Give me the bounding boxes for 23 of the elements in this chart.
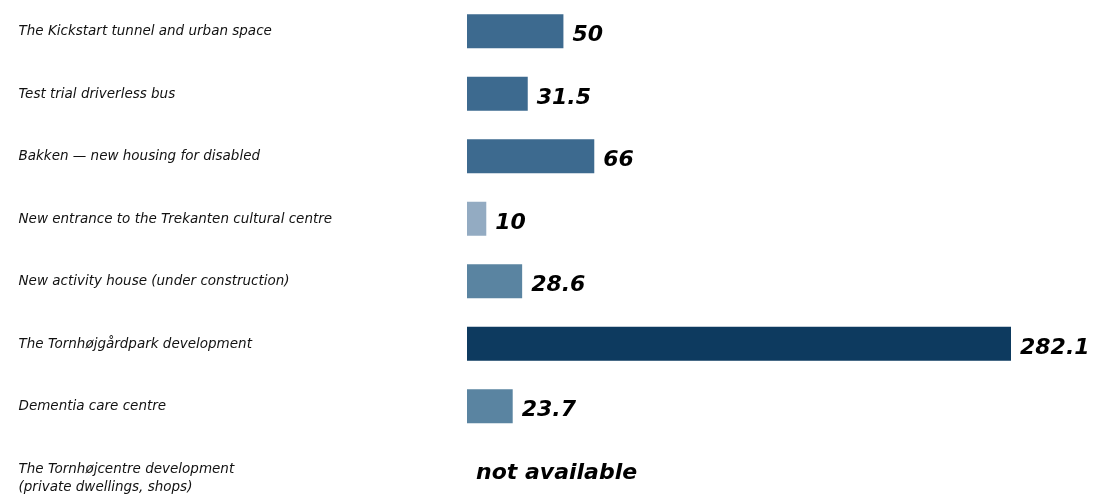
- bar: [467, 76, 528, 111]
- y-tick-label: The Tornhøjcentre development (private dwellings, shops): [18, 459, 235, 494]
- data-label: 28.6: [531, 271, 586, 297]
- bar: [467, 326, 1011, 361]
- bar: [467, 201, 487, 236]
- y-tick-label: The Tornhøjgårdpark development: [18, 334, 253, 351]
- bar: [467, 14, 564, 49]
- bar: [467, 389, 513, 424]
- data-label: 23.7: [521, 396, 577, 422]
- y-tick-label: New activity house (under construction): [18, 272, 290, 289]
- y-tick-label: Bakken — new housing for disabled: [18, 147, 261, 164]
- data-label: 282.1: [1020, 333, 1090, 359]
- bar: [467, 139, 595, 174]
- y-tick-label: New entrance to the Trekanten cultural centre: [18, 209, 333, 226]
- data-label: 50: [572, 21, 604, 47]
- y-tick-label: The Kickstart tunnel and urban space: [18, 22, 272, 39]
- bar: [467, 264, 523, 299]
- data-label: 10: [495, 208, 526, 234]
- data-label: 66: [603, 146, 634, 172]
- y-tick-label: Test trial driverless bus: [18, 84, 176, 101]
- y-tick-label: Dementia care centre: [18, 397, 167, 414]
- data-label: 31.5: [536, 83, 592, 109]
- text: not available: [476, 458, 638, 484]
